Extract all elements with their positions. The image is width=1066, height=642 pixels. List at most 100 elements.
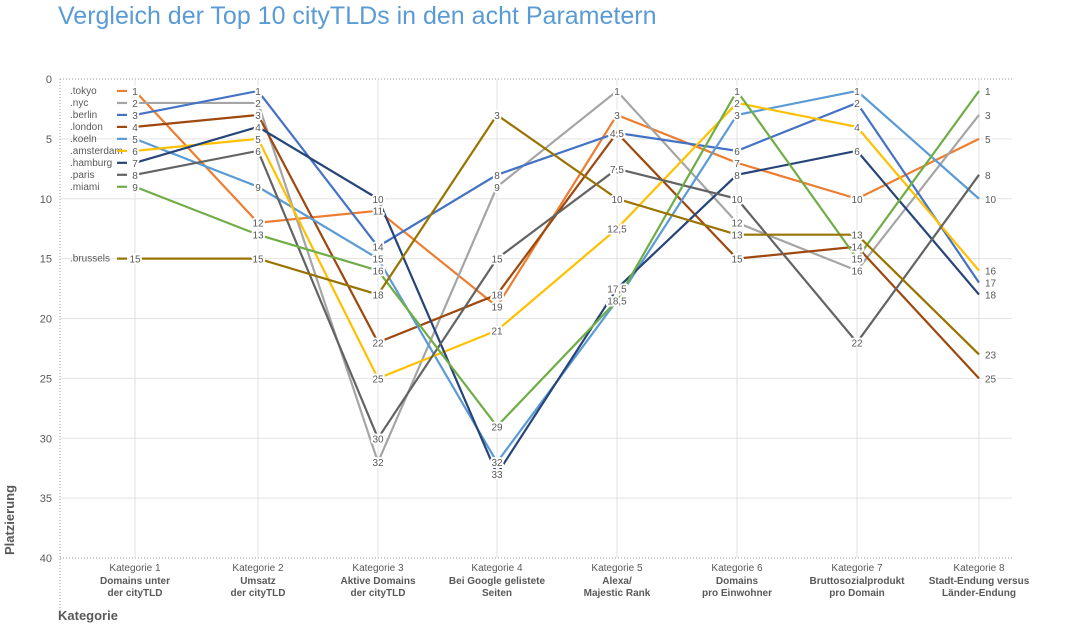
legend-label: .amsterdam bbox=[70, 146, 123, 157]
series-line-miami bbox=[134, 88, 980, 428]
data-label: 3 bbox=[614, 111, 620, 122]
data-label: 15 bbox=[372, 255, 384, 266]
category-label: Kategorie 2 bbox=[232, 563, 284, 574]
category-label: Kategorie 7 bbox=[831, 563, 883, 574]
data-label: 8 bbox=[494, 171, 500, 182]
category-label: Kategorie 6 bbox=[711, 563, 763, 574]
legend-label: .berlin bbox=[70, 110, 97, 121]
data-label: 10 bbox=[731, 195, 743, 206]
data-label: 4 bbox=[255, 123, 261, 134]
category-sublabel: Bruttosozialprodukt bbox=[810, 576, 906, 587]
data-label: 12 bbox=[731, 219, 743, 230]
data-label: 16 bbox=[372, 267, 384, 278]
data-label: 9 bbox=[255, 183, 261, 194]
series-line-hamburg bbox=[134, 125, 980, 477]
data-label: 5 bbox=[985, 135, 991, 146]
data-label: 1 bbox=[132, 87, 138, 98]
data-label: 1 bbox=[985, 87, 991, 98]
series-line-tokyo bbox=[134, 90, 980, 309]
data-label: 5 bbox=[255, 135, 261, 146]
data-label: 2 bbox=[132, 99, 138, 110]
data-label: 30 bbox=[372, 434, 384, 445]
data-label: 8 bbox=[985, 171, 991, 182]
legend-label: .koeln bbox=[70, 134, 97, 145]
category-sublabel: Stadt-Endung versus bbox=[929, 576, 1030, 587]
category-label: Kategorie 8 bbox=[953, 563, 1005, 574]
data-label: 22 bbox=[851, 338, 863, 349]
legend-label: .london bbox=[70, 122, 103, 133]
category-sublabel: pro Einwohner bbox=[702, 588, 772, 599]
data-label: 12 bbox=[252, 219, 264, 230]
data-label: 2 bbox=[854, 99, 860, 110]
data-label: 3 bbox=[985, 111, 991, 122]
category-sublabel: Aktive Domains bbox=[340, 576, 415, 587]
legend-label: .hamburg bbox=[70, 158, 112, 169]
data-label: 6 bbox=[255, 147, 261, 158]
data-label: 10 bbox=[851, 195, 863, 206]
data-label: 9 bbox=[494, 183, 500, 194]
data-label: 5 bbox=[132, 135, 138, 146]
category-label: Kategorie 3 bbox=[352, 563, 404, 574]
data-label: 7,5 bbox=[610, 165, 624, 176]
data-label: 8 bbox=[734, 171, 740, 182]
data-label: 18,5 bbox=[607, 297, 627, 308]
category-sublabel: Seiten bbox=[482, 588, 512, 599]
data-label: 15 bbox=[491, 255, 503, 266]
data-label: 17 bbox=[985, 279, 997, 290]
data-label: 8 bbox=[132, 171, 138, 182]
category-sublabel: Länder-Endung bbox=[942, 588, 1016, 599]
category-sublabel: Bei Google gelistete bbox=[449, 576, 546, 587]
data-label: 25 bbox=[372, 374, 384, 385]
series-line-brussels bbox=[135, 113, 980, 356]
category-label: Kategorie 5 bbox=[591, 563, 643, 574]
data-label: 3 bbox=[734, 111, 740, 122]
data-label: 13 bbox=[252, 231, 264, 242]
y-tick-label: 5 bbox=[46, 134, 52, 146]
data-label: 18 bbox=[491, 291, 503, 302]
data-label: 15 bbox=[851, 255, 863, 266]
category-sublabel: Domains bbox=[716, 576, 759, 587]
data-label: 18 bbox=[372, 291, 384, 302]
data-label: 13 bbox=[851, 231, 863, 242]
category-label: Kategorie 4 bbox=[471, 563, 523, 574]
series-line-berlin bbox=[134, 89, 980, 284]
data-label: 3 bbox=[494, 111, 500, 122]
category-sublabel: der cityTLD bbox=[350, 588, 405, 599]
category-sublabel: der cityTLD bbox=[230, 588, 285, 599]
data-label: 10 bbox=[611, 195, 623, 206]
category-sublabel: der cityTLD bbox=[107, 588, 162, 599]
data-label: 4,5 bbox=[610, 129, 624, 140]
category-sublabel: Majestic Rank bbox=[584, 588, 651, 599]
data-label: 3 bbox=[132, 111, 138, 122]
data-label: 23 bbox=[985, 350, 997, 361]
y-tick-label: 35 bbox=[40, 493, 52, 505]
data-label: 6 bbox=[854, 147, 860, 158]
data-label: 25 bbox=[985, 374, 997, 385]
data-label: 32 bbox=[372, 458, 384, 469]
y-axis-title: Platzierung bbox=[2, 485, 17, 555]
data-label: 11 bbox=[373, 207, 384, 218]
data-label: 32 bbox=[491, 458, 503, 469]
data-label: 10 bbox=[372, 195, 384, 206]
data-label: 1 bbox=[734, 87, 740, 98]
data-label: 19 bbox=[491, 303, 503, 314]
legend-label: .nyc bbox=[70, 98, 88, 109]
category-sublabel: pro Domain bbox=[829, 588, 885, 599]
y-tick-label: 10 bbox=[40, 194, 52, 206]
data-label: 4 bbox=[132, 123, 138, 134]
y-tick-label: 25 bbox=[40, 373, 52, 385]
data-label: 17,5 bbox=[607, 285, 627, 296]
data-label: 10 bbox=[985, 195, 997, 206]
data-label: 15 bbox=[731, 255, 743, 266]
data-label: 7 bbox=[132, 159, 138, 170]
data-label: 1 bbox=[255, 87, 261, 98]
data-label: 2 bbox=[255, 99, 261, 110]
data-label: 14 bbox=[851, 243, 863, 254]
y-tick-label: 0 bbox=[46, 74, 52, 86]
data-label: 6 bbox=[734, 147, 740, 158]
data-label: 14 bbox=[372, 243, 384, 254]
data-label: 15 bbox=[252, 255, 264, 266]
data-label: 2 bbox=[734, 99, 740, 110]
category-sublabel: Umsatz bbox=[240, 576, 276, 587]
